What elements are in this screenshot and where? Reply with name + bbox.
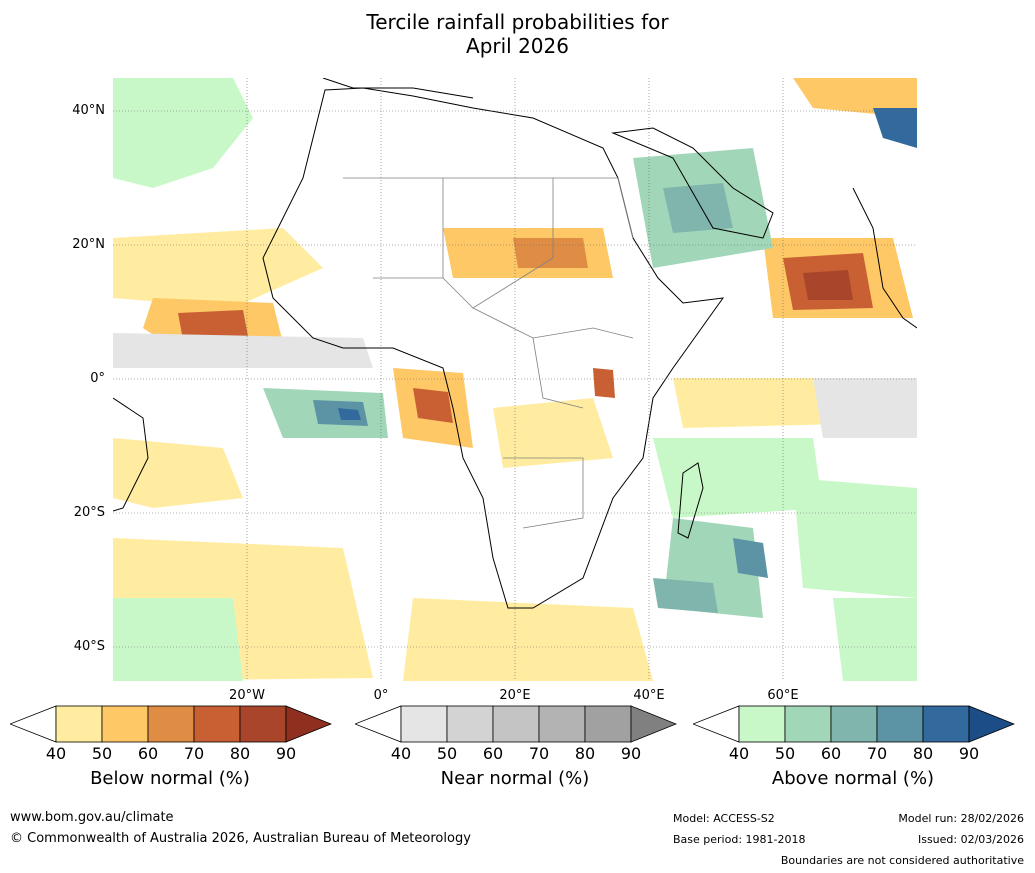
colorbar-2-high-extension <box>968 705 1015 743</box>
colorbar-0-low-extension <box>10 705 57 743</box>
coastlines <box>113 78 917 609</box>
colorbar-2-tick-60: 60 <box>820 744 842 763</box>
colorbar-2-segment-3 <box>830 705 878 743</box>
colorbar-title-near: Near normal (%) <box>440 768 590 789</box>
colorbar-0-tick-60: 60 <box>137 744 159 763</box>
colorbar-0-segment-2 <box>101 705 149 743</box>
colorbar-1-tick-50: 50 <box>436 744 458 763</box>
footer-disclaimer: Boundaries are not considered authoritat… <box>780 854 1024 867</box>
probability-shading <box>113 78 917 681</box>
colorbar-1-segment-5 <box>584 705 632 743</box>
colorbar-2-tick-50: 50 <box>774 744 796 763</box>
colorbar-0-tick-40: 40 <box>45 744 67 763</box>
footer-base-period: Base period: 1981-2018 <box>673 833 806 846</box>
colorbar-below-normal <box>10 705 332 743</box>
colorbar-2-segment-5 <box>922 705 970 743</box>
map-svg <box>113 78 917 681</box>
lat-label-40n: 40°N <box>72 103 105 118</box>
colorbar-svg-1 <box>355 705 677 743</box>
probability-map <box>113 78 917 681</box>
lon-label-60e: 60°E <box>767 688 799 703</box>
colorbar-0-segment-3 <box>147 705 195 743</box>
footer-issued: Issued: 02/03/2026 <box>917 833 1024 846</box>
colorbar-0-tick-80: 80 <box>229 744 251 763</box>
lon-label-20e: 20°E <box>499 688 531 703</box>
colorbar-2-tick-80: 80 <box>912 744 934 763</box>
footer-url: www.bom.gov.au/climate <box>10 810 174 825</box>
colorbar-2-low-extension <box>693 705 740 743</box>
country-borders <box>343 177 634 529</box>
colorbar-0-segment-4 <box>193 705 241 743</box>
colorbar-0-tick-70: 70 <box>183 744 205 763</box>
colorbar-2-tick-40: 40 <box>728 744 750 763</box>
title-line-1: Tercile rainfall probabilities for <box>366 10 669 34</box>
colorbar-1-tick-80: 80 <box>574 744 596 763</box>
colorbar-2-tick-70: 70 <box>866 744 888 763</box>
gridlines <box>113 78 917 681</box>
lat-label-40s: 40°S <box>73 639 105 654</box>
colorbar-1-tick-90: 90 <box>620 744 642 763</box>
colorbar-2-segment-4 <box>876 705 924 743</box>
colorbar-above-normal <box>693 705 1015 743</box>
colorbar-1-segment-4 <box>538 705 586 743</box>
colorbar-1-segment-1 <box>400 705 448 743</box>
colorbar-title-above: Above normal (%) <box>771 768 935 789</box>
lat-label-20s: 20°S <box>73 505 105 520</box>
colorbar-1-tick-70: 70 <box>528 744 550 763</box>
colorbar-title-below: Below normal (%) <box>90 768 250 789</box>
colorbar-1-tick-60: 60 <box>482 744 504 763</box>
lon-label-0: 0° <box>373 688 389 703</box>
colorbar-near-normal <box>355 705 677 743</box>
colorbar-1-segment-2 <box>446 705 494 743</box>
footer-copyright: © Commonwealth of Australia 2026, Austra… <box>10 831 471 846</box>
colorbar-0-tick-50: 50 <box>91 744 113 763</box>
colorbar-0-high-extension <box>285 705 332 743</box>
colorbar-2-segment-2 <box>784 705 832 743</box>
title-line-2: April 2026 <box>466 34 569 58</box>
colorbar-0-tick-90: 90 <box>275 744 297 763</box>
colorbar-svg-2 <box>693 705 1015 743</box>
footer-model: Model: ACCESS-S2 <box>673 812 775 825</box>
lon-label-20w: 20°W <box>229 688 265 703</box>
lat-label-0: 0° <box>90 371 105 386</box>
colorbar-0-segment-5 <box>239 705 287 743</box>
colorbar-2-tick-90: 90 <box>958 744 980 763</box>
colorbar-1-high-extension <box>630 705 677 743</box>
colorbar-0-segment-1 <box>55 705 103 743</box>
colorbar-1-segment-3 <box>492 705 540 743</box>
colorbar-svg-0 <box>10 705 332 743</box>
lon-label-40e: 40°E <box>633 688 665 703</box>
chart-title: Tercile rainfall probabilities for April… <box>0 10 1035 58</box>
footer-model-run: Model run: 28/02/2026 <box>898 812 1024 825</box>
colorbar-1-low-extension <box>355 705 402 743</box>
colorbar-2-segment-1 <box>738 705 786 743</box>
lat-label-20n: 20°N <box>72 237 105 252</box>
colorbar-1-tick-40: 40 <box>390 744 412 763</box>
